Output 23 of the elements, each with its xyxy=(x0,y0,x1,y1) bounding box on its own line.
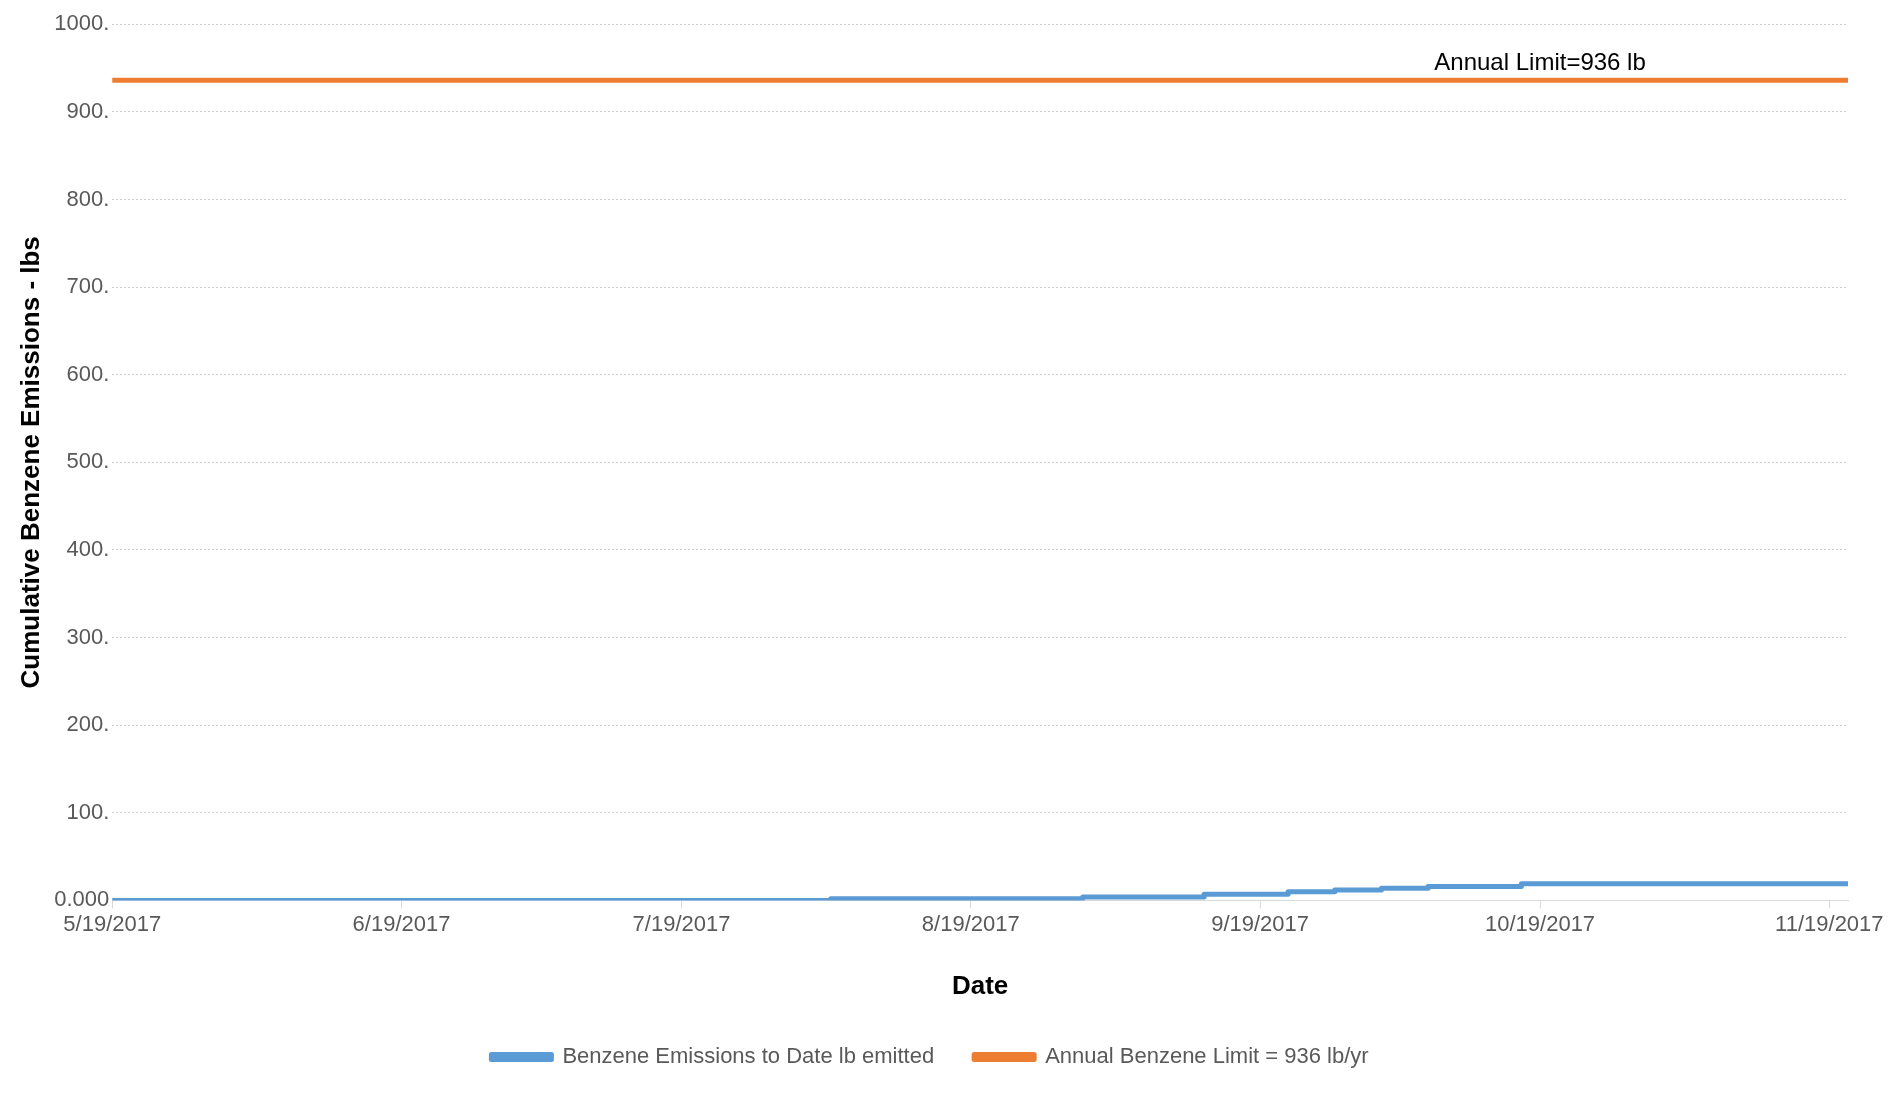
y-tick-label: 300. xyxy=(66,623,110,649)
y-tick-label: 200. xyxy=(66,711,110,737)
y-tick-label: 500. xyxy=(66,448,110,474)
y-axis-title: Cumulative Benzene Emissions - lbs xyxy=(14,236,45,689)
x-tick-label: 6/19/2017 xyxy=(352,910,451,936)
legend-label: Benzene Emissions to Date lb emitted xyxy=(562,1043,935,1069)
x-tick-label: 11/19/2017 xyxy=(1775,910,1884,936)
y-tick-label: 900. xyxy=(66,97,110,123)
x-tick-label: 9/19/2017 xyxy=(1211,910,1310,936)
y-tick-label: 100. xyxy=(66,798,110,824)
x-tick-label: 10/19/2017 xyxy=(1484,910,1596,936)
y-tick-label: 800. xyxy=(66,185,110,211)
x-tick-label: 8/19/2017 xyxy=(921,910,1020,936)
x-tick-label: 7/19/2017 xyxy=(632,910,731,936)
legend-label: Annual Benzene Limit = 936 lb/yr xyxy=(1045,1043,1369,1069)
x-axis-title: Date xyxy=(951,969,1009,1000)
y-tick-label: 400. xyxy=(66,535,110,561)
annotation: Annual Limit=936 lb xyxy=(1434,47,1646,75)
y-tick-label: 600. xyxy=(66,360,110,386)
y-tick-label: 0.000 xyxy=(54,886,110,912)
y-tick-label: 1000. xyxy=(54,10,110,36)
x-tick-label: 5/19/2017 xyxy=(63,910,162,936)
y-tick-label: 700. xyxy=(66,273,110,299)
